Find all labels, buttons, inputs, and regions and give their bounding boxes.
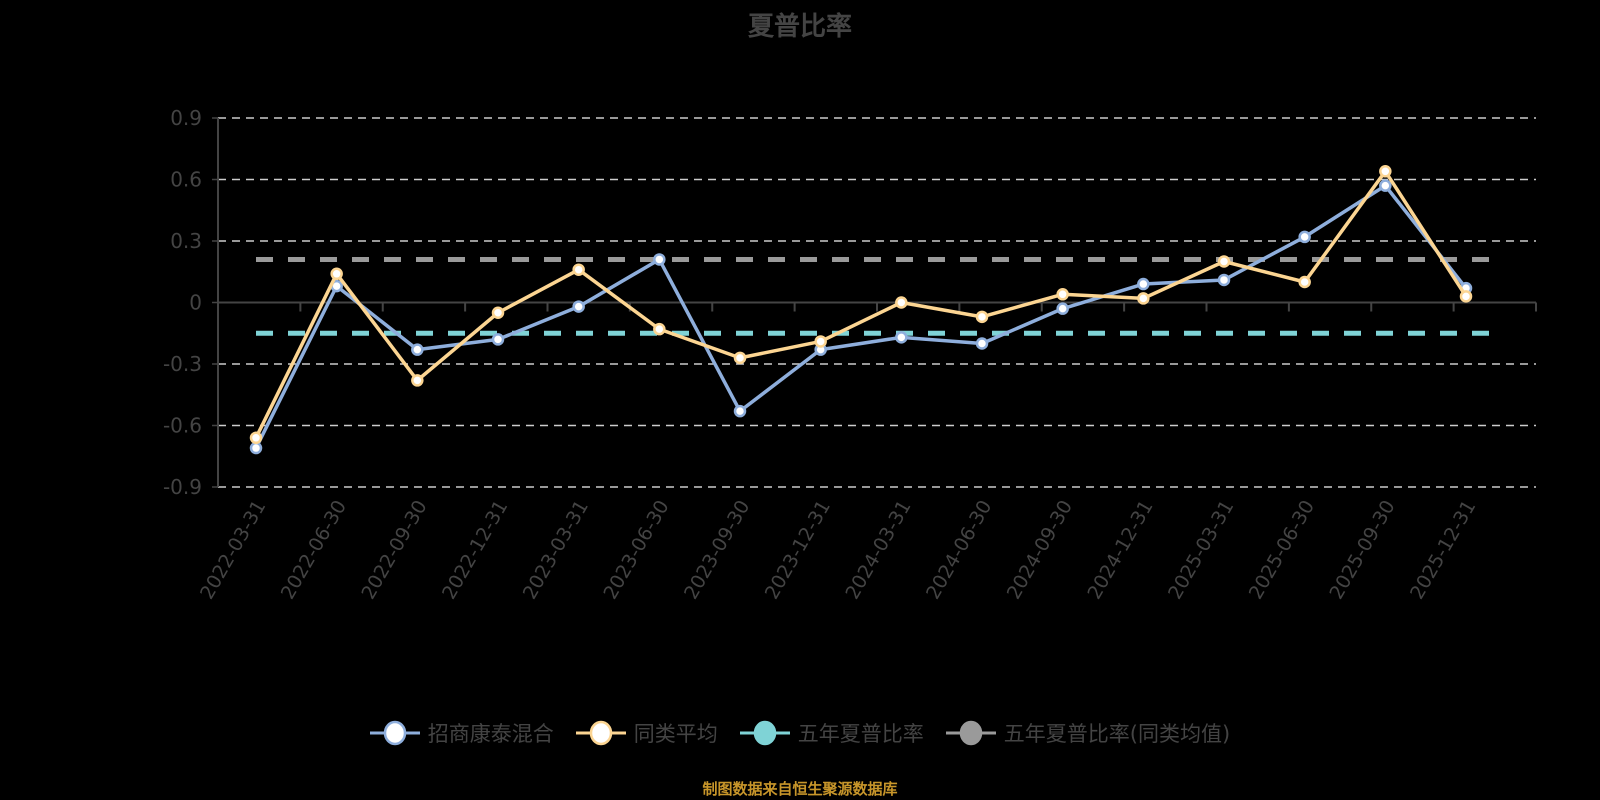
peer-average-series-line bbox=[249, 165, 1473, 445]
x-tick-label: 2022-06-30 bbox=[277, 497, 351, 604]
chart-title: 夏普比率 bbox=[747, 12, 852, 42]
data-point[interactable] bbox=[491, 306, 505, 319]
y-tick-label: 0.6 bbox=[170, 168, 202, 192]
grid-lines bbox=[218, 117, 1536, 488]
data-point[interactable] bbox=[1379, 179, 1392, 192]
fund-series-line bbox=[249, 179, 1473, 455]
data-point[interactable] bbox=[653, 322, 666, 336]
data-point[interactable] bbox=[733, 351, 747, 365]
x-tick-label: 2023-12-31 bbox=[761, 497, 835, 604]
legend-label: 五年夏普比率(同类均值) bbox=[1003, 722, 1231, 746]
data-point[interactable] bbox=[975, 337, 989, 350]
data-point[interactable] bbox=[733, 404, 747, 418]
data-series bbox=[249, 165, 1473, 455]
circle-marker-icon bbox=[945, 720, 996, 746]
data-point[interactable] bbox=[1298, 230, 1311, 244]
x-tick-label: 2023-03-31 bbox=[519, 497, 593, 604]
y-tick-label: 0.3 bbox=[170, 229, 202, 253]
data-point[interactable] bbox=[814, 335, 827, 348]
x-tick-label: 2024-09-30 bbox=[1003, 497, 1077, 604]
legend-item-2[interactable]: 五年夏普比率 bbox=[739, 718, 924, 748]
data-point[interactable] bbox=[411, 343, 424, 356]
x-tick-label: 2025-03-31 bbox=[1164, 497, 1238, 604]
legend-item-1[interactable]: 同类平均 bbox=[575, 718, 718, 748]
data-point[interactable] bbox=[1137, 292, 1150, 305]
y-tick-label: -0.6 bbox=[163, 414, 202, 438]
y-tick-label: 0 bbox=[189, 291, 202, 315]
data-point[interactable] bbox=[572, 263, 585, 276]
x-tick-label: 2025-09-30 bbox=[1325, 497, 1399, 604]
legend-label: 五年夏普比率 bbox=[797, 722, 924, 746]
x-tick-label: 2022-03-31 bbox=[196, 497, 270, 604]
data-point[interactable] bbox=[895, 296, 908, 309]
x-tick-label: 2025-06-30 bbox=[1245, 497, 1319, 604]
data-point[interactable] bbox=[1217, 273, 1231, 287]
data-point[interactable] bbox=[491, 333, 505, 346]
x-tick-label: 2022-09-30 bbox=[357, 497, 431, 604]
legend-label: 同类平均 bbox=[633, 722, 718, 746]
data-point[interactable] bbox=[1298, 275, 1311, 289]
data-point[interactable] bbox=[411, 374, 424, 387]
data-point[interactable] bbox=[895, 331, 908, 344]
data-point[interactable] bbox=[249, 441, 263, 455]
data-point[interactable] bbox=[1217, 255, 1231, 268]
x-tick-label: 2024-06-30 bbox=[922, 497, 996, 604]
data-point[interactable] bbox=[1056, 288, 1069, 301]
x-tick-label: 2024-03-31 bbox=[841, 497, 915, 604]
data-point[interactable] bbox=[1379, 165, 1392, 178]
legend-item-3[interactable]: 五年夏普比率(同类均值) bbox=[945, 718, 1231, 748]
data-point[interactable] bbox=[249, 431, 263, 445]
data-source-note: 制图数据来自恒生聚源数据库 bbox=[702, 780, 898, 798]
reference-lines bbox=[256, 256, 1496, 336]
y-tick-label: -0.3 bbox=[163, 352, 202, 376]
circle-marker-icon bbox=[739, 720, 790, 746]
data-point[interactable] bbox=[653, 253, 666, 266]
data-point[interactable] bbox=[1459, 290, 1473, 303]
x-tick-label: 2025-12-31 bbox=[1406, 497, 1480, 604]
circle-marker-icon bbox=[369, 720, 420, 746]
data-point[interactable] bbox=[572, 300, 585, 313]
x-tick-label: 2023-06-30 bbox=[599, 497, 673, 604]
legend-label: 招商康泰混合 bbox=[427, 722, 554, 746]
x-tick-label: 2023-09-30 bbox=[680, 497, 754, 604]
x-tick-label: 2022-12-31 bbox=[438, 497, 512, 604]
legend: 招商康泰混合 同类平均 五年夏普比率 五年夏普比率(同类均值) bbox=[0, 718, 1600, 748]
circle-marker-icon bbox=[575, 720, 626, 746]
legend-item-0[interactable]: 招商康泰混合 bbox=[369, 718, 554, 748]
x-tick-label: 2024-12-31 bbox=[1083, 497, 1157, 604]
data-point[interactable] bbox=[1137, 277, 1150, 291]
data-point[interactable] bbox=[975, 310, 989, 324]
y-tick-label: -0.9 bbox=[163, 475, 202, 499]
y-tick-label: 0.9 bbox=[170, 106, 202, 130]
data-point[interactable] bbox=[330, 267, 343, 281]
data-point[interactable] bbox=[1056, 302, 1069, 315]
